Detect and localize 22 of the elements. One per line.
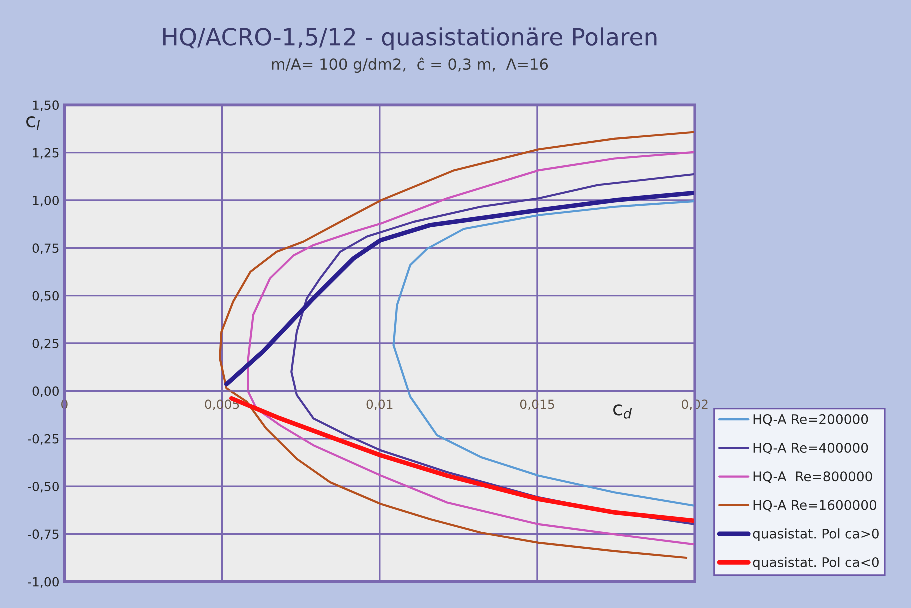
legend-label: HQ-A Re=400000 [754,443,868,455]
y-tick-label: 0,25 [32,338,59,350]
x-axis-title: c$_{d}$ [614,404,632,419]
y-tick-label: 0,00 [32,386,59,398]
y-tick-label: -0,25 [28,434,59,446]
y-axis-title: c$_{l}$ [26,116,40,131]
y-tick-label: 0,75 [32,244,59,254]
legend-label: quasistat. Pol ca>0 [753,528,879,542]
legend-label: HQ-A Re=800000 [754,472,872,484]
y-tick-label: 1,50 [33,100,59,112]
chart-title: HQ/ACRO-1,5/12 - quasistationäre Polaren [164,28,657,51]
y-tick-label: 1,00 [33,196,59,207]
legend-label: HQ-A Re=1600000 [754,500,877,512]
chart-subtitle: m/A= 100 g/dm2, ĉ = 0,3 m, Λ=16 [272,58,548,74]
y-tick-label: -0,50 [28,482,59,493]
y-tick-label: 1,25 [33,148,59,160]
legend-label: quasistat. Pol ca<0 [753,557,879,570]
y-tick-label: -0,75 [28,530,59,540]
y-tick-label: 0,50 [32,291,59,302]
line-series [224,190,696,387]
y-tick-label: -1,00 [28,577,59,588]
legend-label: HQ-A Re=200000 [754,414,868,426]
